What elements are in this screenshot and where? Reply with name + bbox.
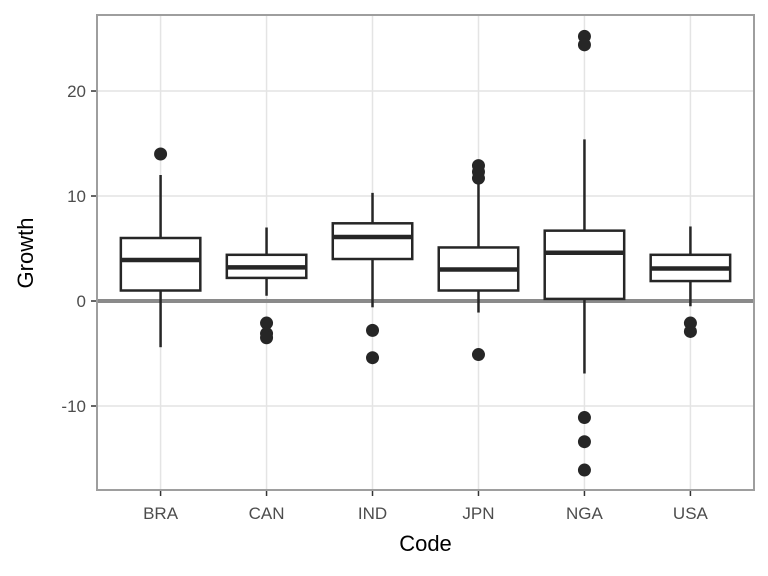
outlier-JPN-2: [471, 171, 485, 185]
outlier-NGA-2: [577, 411, 591, 425]
outlier-IND-0: [366, 323, 380, 337]
outlier-BRA-0: [154, 147, 168, 161]
outlier-CAN-2: [260, 331, 274, 345]
outlier-USA-1: [683, 324, 697, 338]
x-tick-label-CAN: CAN: [249, 504, 285, 523]
y-tick-label-0: 0: [77, 292, 86, 311]
x-tick-label-NGA: NGA: [566, 504, 604, 523]
outlier-JPN-3: [471, 348, 485, 362]
y-tick-label-20: 20: [67, 82, 86, 101]
panel-border: [96, 14, 755, 491]
outlier-CAN-0: [260, 316, 274, 330]
y-axis-title: Growth: [13, 217, 38, 289]
x-tick-label-JPN: JPN: [462, 504, 494, 523]
outlier-IND-1: [366, 351, 380, 365]
box-IND: [331, 222, 414, 261]
outlier-NGA-3: [577, 435, 591, 449]
x-tick-label-IND: IND: [358, 504, 387, 523]
outlier-NGA-4: [577, 463, 591, 477]
x-tick-label-USA: USA: [673, 504, 709, 523]
y-tick-label-10: 10: [67, 187, 86, 206]
x-tick-label-BRA: BRA: [143, 504, 179, 523]
box-NGA: [543, 229, 626, 301]
x-axis-title: Code: [399, 531, 452, 556]
outlier-NGA-1: [577, 38, 591, 52]
y-tick-label--10: -10: [61, 397, 86, 416]
plot-panel: [97, 15, 754, 490]
box-BRA: [119, 236, 202, 292]
